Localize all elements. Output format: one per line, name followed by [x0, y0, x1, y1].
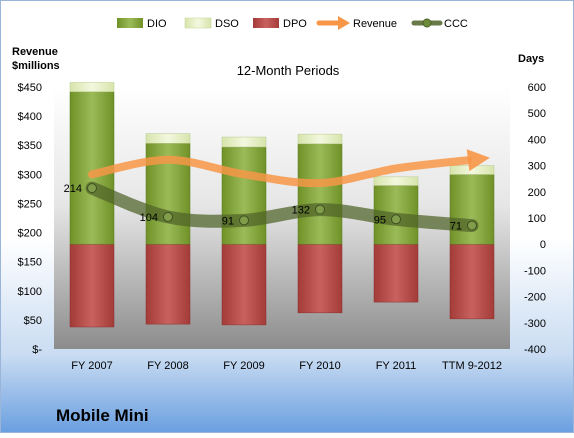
chart-title: Mobile Mini [56, 406, 149, 425]
category-label: FY 2011 [376, 360, 417, 372]
left-tick-label: $50 [24, 315, 42, 327]
bar-dso [69, 82, 115, 92]
revenue-series [88, 149, 490, 188]
bar-dpo [297, 243, 343, 314]
ccc-series: 214 104 91 132 95 71 [64, 181, 479, 233]
legend: DIO DSO DPO Revenue CCC [117, 16, 468, 30]
right-tick-label: 100 [528, 213, 546, 225]
legend-swatch-ccc [411, 18, 443, 28]
left-tick-label: $350 [18, 140, 42, 152]
bar-dso [373, 176, 419, 186]
left-tick-label: $- [32, 344, 42, 356]
right-tick-label: 200 [528, 187, 546, 199]
right-tick-label: -400 [524, 344, 546, 356]
revenue-arrowhead [466, 149, 490, 172]
bar-dio [449, 174, 495, 245]
right-tick-label: -100 [524, 265, 546, 277]
ccc-marker [315, 204, 325, 215]
left-tick-label: $150 [18, 257, 42, 269]
bar-dso [145, 133, 191, 144]
bar-dpo [145, 243, 191, 325]
right-tick-label: -200 [524, 292, 546, 304]
bar-dio [297, 143, 343, 245]
category-label: FY 2009 [223, 360, 264, 372]
right-tick-label: 600 [528, 82, 546, 94]
legend-label-dso: DSO [215, 18, 239, 30]
bar-dso [297, 133, 343, 145]
right-tick-label: 0 [540, 239, 546, 251]
bar-dio [221, 146, 267, 245]
right-axis-title: Days [518, 53, 544, 65]
revenue-line [88, 155, 473, 188]
left-axis-ticks: $- $50 $100 $150 $200 $250 $300 $350 $400 $450 [18, 82, 43, 356]
left-tick-label: $400 [18, 111, 42, 123]
category-label: FY 2007 [71, 360, 112, 372]
bar-dpo [69, 243, 115, 328]
ccc-marker [87, 183, 97, 194]
category-labels: FY 2007 FY 2008 FY 2009 FY 2010 FY 2011 TTM 9… [71, 360, 502, 372]
right-tick-label: 500 [528, 108, 546, 120]
left-tick-label: $450 [18, 82, 42, 94]
ccc-data-label: 95 [374, 214, 386, 226]
ccc-data-label: 71 [450, 221, 462, 233]
left-axis-title-line1: Revenue [12, 46, 58, 58]
legend-swatch-revenue [316, 16, 350, 30]
category-label: TTM 9-2012 [442, 360, 502, 372]
right-axis-ticks: -400 -300 -200 -100 0 100 200 300 400 500 600 [524, 82, 546, 356]
bars [69, 82, 495, 328]
chart-subtitle: 12-Month Periods [237, 63, 340, 78]
legend-label-ccc: CCC [444, 18, 468, 30]
right-tick-label: 400 [528, 134, 546, 146]
ccc-data-label: 91 [222, 215, 234, 227]
bar-dpo [221, 243, 267, 326]
ccc-marker [467, 220, 477, 231]
legend-label-revenue: Revenue [353, 18, 397, 30]
bar-dpo [449, 243, 495, 320]
right-tick-label: 300 [528, 161, 546, 173]
left-tick-label: $100 [18, 286, 42, 298]
legend-swatch-dso [184, 17, 212, 29]
legend-label-dio: DIO [147, 18, 167, 30]
ccc-data-label: 132 [292, 205, 310, 217]
ccc-marker [239, 215, 249, 226]
bar-dso [221, 136, 267, 148]
bar-dpo [373, 243, 419, 303]
right-tick-label: -300 [524, 318, 546, 330]
ccc-data-label: 214 [64, 183, 82, 195]
legend-label-dpo: DPO [283, 18, 307, 30]
ccc-line [85, 181, 479, 233]
ccc-marker [391, 214, 401, 225]
category-label: FY 2008 [147, 360, 188, 372]
legend-swatch-dio [117, 18, 143, 28]
category-label: FY 2010 [299, 360, 340, 372]
left-tick-label: $200 [18, 228, 42, 240]
left-tick-label: $300 [18, 169, 42, 181]
legend-swatch-dpo [253, 18, 279, 28]
ccc-data-label: 104 [140, 212, 158, 224]
ccc-marker [163, 211, 173, 222]
left-axis-title-line2: $millions [12, 60, 60, 72]
left-tick-label: $250 [18, 198, 42, 210]
